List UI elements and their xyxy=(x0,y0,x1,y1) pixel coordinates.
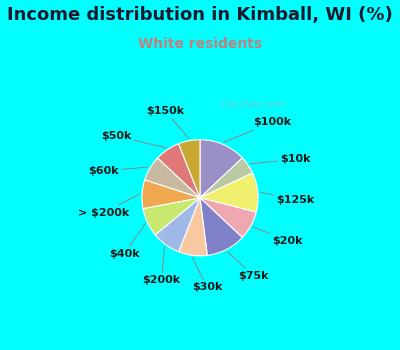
Text: $100k: $100k xyxy=(224,117,291,142)
Wedge shape xyxy=(200,198,242,256)
Wedge shape xyxy=(200,198,256,238)
Text: $30k: $30k xyxy=(192,258,222,292)
Text: $20k: $20k xyxy=(253,227,302,246)
Wedge shape xyxy=(155,198,200,252)
Text: Income distribution in Kimball, WI (%): Income distribution in Kimball, WI (%) xyxy=(7,6,393,24)
Wedge shape xyxy=(158,144,200,198)
Wedge shape xyxy=(142,180,200,209)
Wedge shape xyxy=(200,173,258,212)
Text: $40k: $40k xyxy=(109,224,145,259)
Wedge shape xyxy=(200,140,242,198)
Text: $200k: $200k xyxy=(142,247,181,285)
Wedge shape xyxy=(145,158,200,198)
Text: $60k: $60k xyxy=(88,166,148,176)
Text: $125k: $125k xyxy=(260,192,314,205)
Wedge shape xyxy=(179,198,207,256)
Text: $75k: $75k xyxy=(228,252,269,281)
Text: $50k: $50k xyxy=(101,131,166,148)
Text: $10k: $10k xyxy=(250,154,310,164)
Text: > $200k: > $200k xyxy=(78,194,140,218)
Wedge shape xyxy=(143,198,200,235)
Wedge shape xyxy=(179,140,200,198)
Text: City-Data.com: City-Data.com xyxy=(220,100,284,109)
Wedge shape xyxy=(200,158,252,198)
Text: $150k: $150k xyxy=(146,106,189,138)
Text: White residents: White residents xyxy=(138,37,262,51)
